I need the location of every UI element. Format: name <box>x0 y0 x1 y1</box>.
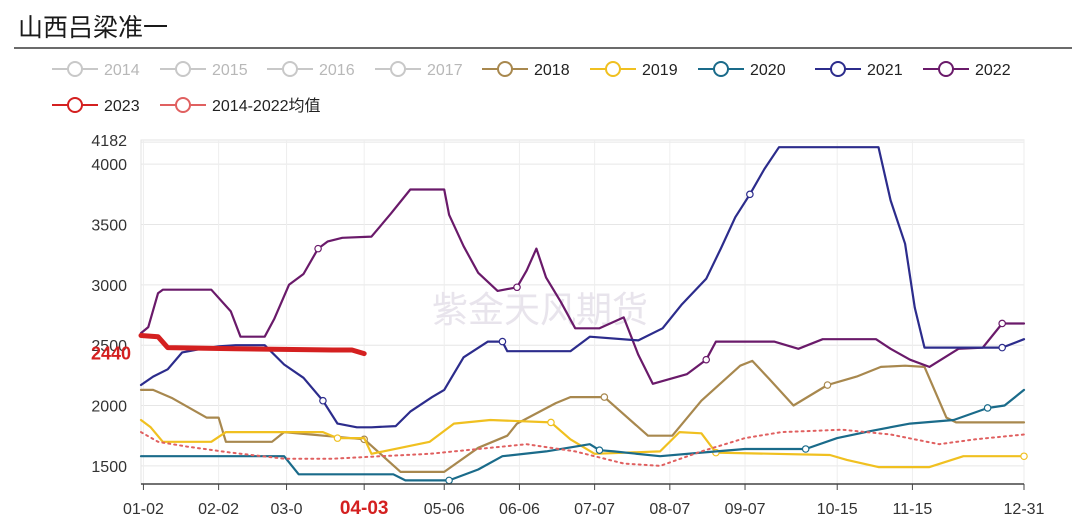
series-line-2023 <box>138 333 367 357</box>
chart-title: 山西吕梁准一 <box>18 14 169 42</box>
series-line-2022 <box>139 188 1026 385</box>
series-lines <box>138 146 1028 485</box>
series-point <box>1020 452 1028 461</box>
legend-label: 2020 <box>750 62 786 79</box>
series-line-2020 <box>139 388 1026 482</box>
legend-swatch-marker <box>713 61 729 77</box>
y-tick-label: 4000 <box>91 157 127 174</box>
legend: 2014 2015 2016 2017 2018 2019 2020 2021 2022 2023… <box>52 61 1011 115</box>
legend-label: 2022 <box>975 62 1011 79</box>
legend-label: 2021 <box>867 62 903 79</box>
y-max-label: 4182 <box>91 133 127 150</box>
legend-item-2014: 2014 <box>52 61 140 79</box>
series-point <box>333 434 342 442</box>
series-line-2014-2022均值 <box>140 428 1025 467</box>
legend-swatch-marker <box>830 61 846 77</box>
legend-swatch-marker <box>67 97 83 113</box>
legend-label: 2019 <box>642 62 678 79</box>
series-point <box>998 343 1006 352</box>
series-point <box>319 396 327 405</box>
series-point <box>445 476 453 485</box>
legend-swatch-marker <box>497 61 513 77</box>
x-tick-label: 08-07 <box>649 501 690 518</box>
y-axis: 1500 2000 2500 3000 3500 4000 4182 2440 <box>91 133 131 476</box>
legend-item-2020: 2020 <box>698 61 786 79</box>
legend-label: 2014-2022均值 <box>212 97 321 115</box>
series-point <box>314 244 322 253</box>
legend-label: 2014 <box>104 62 140 79</box>
series-point <box>823 381 832 389</box>
x-tick-label: 10-15 <box>817 501 858 518</box>
y-tick-label: 2000 <box>91 399 127 416</box>
legend-label: 2023 <box>104 98 140 115</box>
legend-label: 2015 <box>212 62 248 79</box>
x-tick-label: 03-0 <box>271 501 303 518</box>
x-tick-label: 04-03 <box>340 498 389 519</box>
current-value-label: 2440 <box>91 343 131 363</box>
series-point <box>801 445 810 453</box>
series-line-2021 <box>139 146 1026 429</box>
x-tick-label: 02-02 <box>198 501 239 518</box>
legend-swatch-marker <box>67 61 83 77</box>
x-tick-label: 12-31 <box>1004 501 1045 518</box>
legend-label: 2016 <box>319 62 355 79</box>
x-tick-label: 09-07 <box>725 501 766 518</box>
legend-swatch-marker <box>938 61 954 77</box>
legend-swatch-marker <box>282 61 298 77</box>
legend-item-2023: 2023 <box>52 97 140 115</box>
legend-swatch-marker <box>605 61 621 77</box>
x-tick-label: 05-06 <box>424 501 465 518</box>
legend-swatch-marker <box>175 61 191 77</box>
y-tick-label: 3500 <box>91 217 127 234</box>
series-point <box>983 404 992 412</box>
legend-item-2015: 2015 <box>160 61 248 79</box>
series-point <box>746 190 754 199</box>
x-tick-label: 07-07 <box>574 501 615 518</box>
legend-item-2014-2022均值: 2014-2022均值 <box>160 97 321 115</box>
watermark: 紫金天风期货 <box>432 289 648 330</box>
legend-swatch-marker <box>390 61 406 77</box>
legend-swatch-marker <box>175 97 191 113</box>
x-axis: 01-02 02-02 03-0 04-03 05-06 06-06 07-07 08-07 0… <box>123 483 1045 519</box>
x-tick-label: 01-02 <box>123 501 164 518</box>
legend-item-2018: 2018 <box>482 61 570 79</box>
series-point <box>998 319 1006 328</box>
y-tick-label: 3000 <box>91 278 127 295</box>
x-tick-label: 06-06 <box>499 501 540 518</box>
series-line-2018 <box>139 359 1026 473</box>
x-tick-label: 11-15 <box>893 501 933 518</box>
y-tick-label: 1500 <box>91 459 127 476</box>
legend-item-2021: 2021 <box>815 61 903 79</box>
series-point <box>595 446 604 455</box>
series-point <box>513 283 521 292</box>
legend-item-2016: 2016 <box>267 61 355 79</box>
legend-label: 2017 <box>427 62 463 79</box>
legend-label: 2018 <box>534 62 570 79</box>
legend-item-2019: 2019 <box>590 61 678 79</box>
series-point <box>600 393 609 401</box>
series-point <box>702 355 711 364</box>
series-point <box>498 337 507 346</box>
series-point <box>547 418 555 427</box>
legend-item-2017: 2017 <box>375 61 463 79</box>
y-tick-label: 2500 <box>91 338 127 355</box>
legend-item-2022: 2022 <box>923 61 1011 79</box>
title-divider <box>14 47 1072 49</box>
